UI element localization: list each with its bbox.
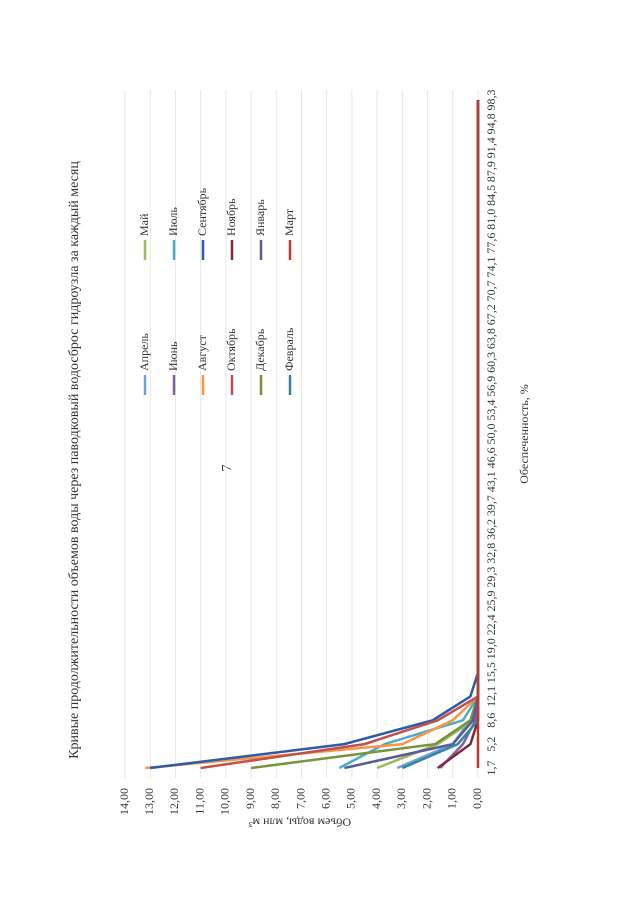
legend-label: Ноябрь bbox=[224, 198, 238, 236]
x-tick-label: 63,8 bbox=[484, 328, 498, 349]
y-tick-label: 8,00 bbox=[268, 788, 282, 809]
x-tick-label: 81,0 bbox=[484, 209, 498, 230]
x-tick-label: 67,2 bbox=[484, 304, 498, 325]
legend-label: Март bbox=[282, 208, 296, 236]
y-tick-label: 4,00 bbox=[369, 788, 383, 809]
y-tick-label: 5,00 bbox=[344, 788, 358, 809]
y-tick-label: 9,00 bbox=[243, 788, 257, 809]
x-tick-label: 8,6 bbox=[484, 713, 498, 728]
x-tick-label: 39,7 bbox=[484, 495, 498, 516]
y-tick-label: 0,00 bbox=[470, 788, 484, 809]
legend-label: Август bbox=[195, 334, 209, 371]
rotated-chart: 7 Кривые продолжительности объемов воды … bbox=[67, 90, 531, 830]
legend-label: Октябрь bbox=[224, 328, 238, 371]
y-tick-label: 13,00 bbox=[142, 788, 156, 815]
legend-label: Декабрь bbox=[253, 328, 267, 371]
legend-label: Сентябрь bbox=[195, 187, 209, 236]
y-axis-label: Объем воды, млн м³ bbox=[249, 815, 352, 829]
x-tick-label: 84,5 bbox=[484, 185, 498, 206]
x-tick-label: 25,9 bbox=[484, 591, 498, 612]
y-tick-label: 6,00 bbox=[318, 788, 332, 809]
x-tick-label: 43,1 bbox=[484, 471, 498, 492]
x-tick-label: 29,3 bbox=[484, 567, 498, 588]
legend-label: Апрель bbox=[137, 333, 151, 371]
legend-label: Май bbox=[137, 213, 151, 236]
x-tick-label: 53,4 bbox=[484, 400, 498, 421]
y-tick-label: 3,00 bbox=[394, 788, 408, 809]
legend-label: Февраль bbox=[282, 327, 296, 371]
y-tick-label: 2,00 bbox=[419, 788, 433, 809]
x-tick-label: 46,6 bbox=[484, 447, 498, 468]
x-tick-label: 77,6 bbox=[484, 233, 498, 254]
x-tick-label: 36,2 bbox=[484, 519, 498, 540]
x-tick-label: 32,8 bbox=[484, 543, 498, 564]
x-tick-label: 22,4 bbox=[484, 614, 498, 635]
x-tick-label: 50,0 bbox=[484, 424, 498, 445]
x-tick-label: 5,2 bbox=[484, 737, 498, 752]
x-tick-label: 94,8 bbox=[484, 113, 498, 134]
legend-label: Июнь bbox=[166, 341, 180, 371]
y-tick-label: 11,00 bbox=[192, 788, 206, 815]
y-tick-label: 1,00 bbox=[445, 788, 459, 809]
x-tick-label: 98,3 bbox=[484, 90, 498, 111]
legend-label: Июль bbox=[166, 207, 180, 236]
page-number: 7 bbox=[220, 465, 235, 472]
x-tick-label: 91,4 bbox=[484, 137, 498, 158]
x-tick-label: 56,9 bbox=[484, 376, 498, 397]
chart-title: Кривые продолжительности объемов воды че… bbox=[67, 161, 82, 759]
y-tick-label: 7,00 bbox=[293, 788, 307, 809]
x-tick-label: 87,9 bbox=[484, 161, 498, 182]
y-tick-label: 12,00 bbox=[167, 788, 181, 815]
x-axis-label: Обеспеченность, % bbox=[517, 384, 531, 484]
x-tick-label: 15,5 bbox=[484, 662, 498, 683]
x-tick-label: 12,1 bbox=[484, 686, 498, 707]
y-tick-label: 14,00 bbox=[117, 788, 131, 815]
x-tick-label: 19,0 bbox=[484, 638, 498, 659]
y-tick-label: 10,00 bbox=[218, 788, 232, 815]
legend-label: Январь bbox=[253, 199, 267, 236]
x-tick-label: 70,7 bbox=[484, 280, 498, 301]
x-tick-label: 74,1 bbox=[484, 257, 498, 278]
x-tick-label: 1,7 bbox=[484, 761, 498, 776]
x-tick-label: 60,3 bbox=[484, 352, 498, 373]
